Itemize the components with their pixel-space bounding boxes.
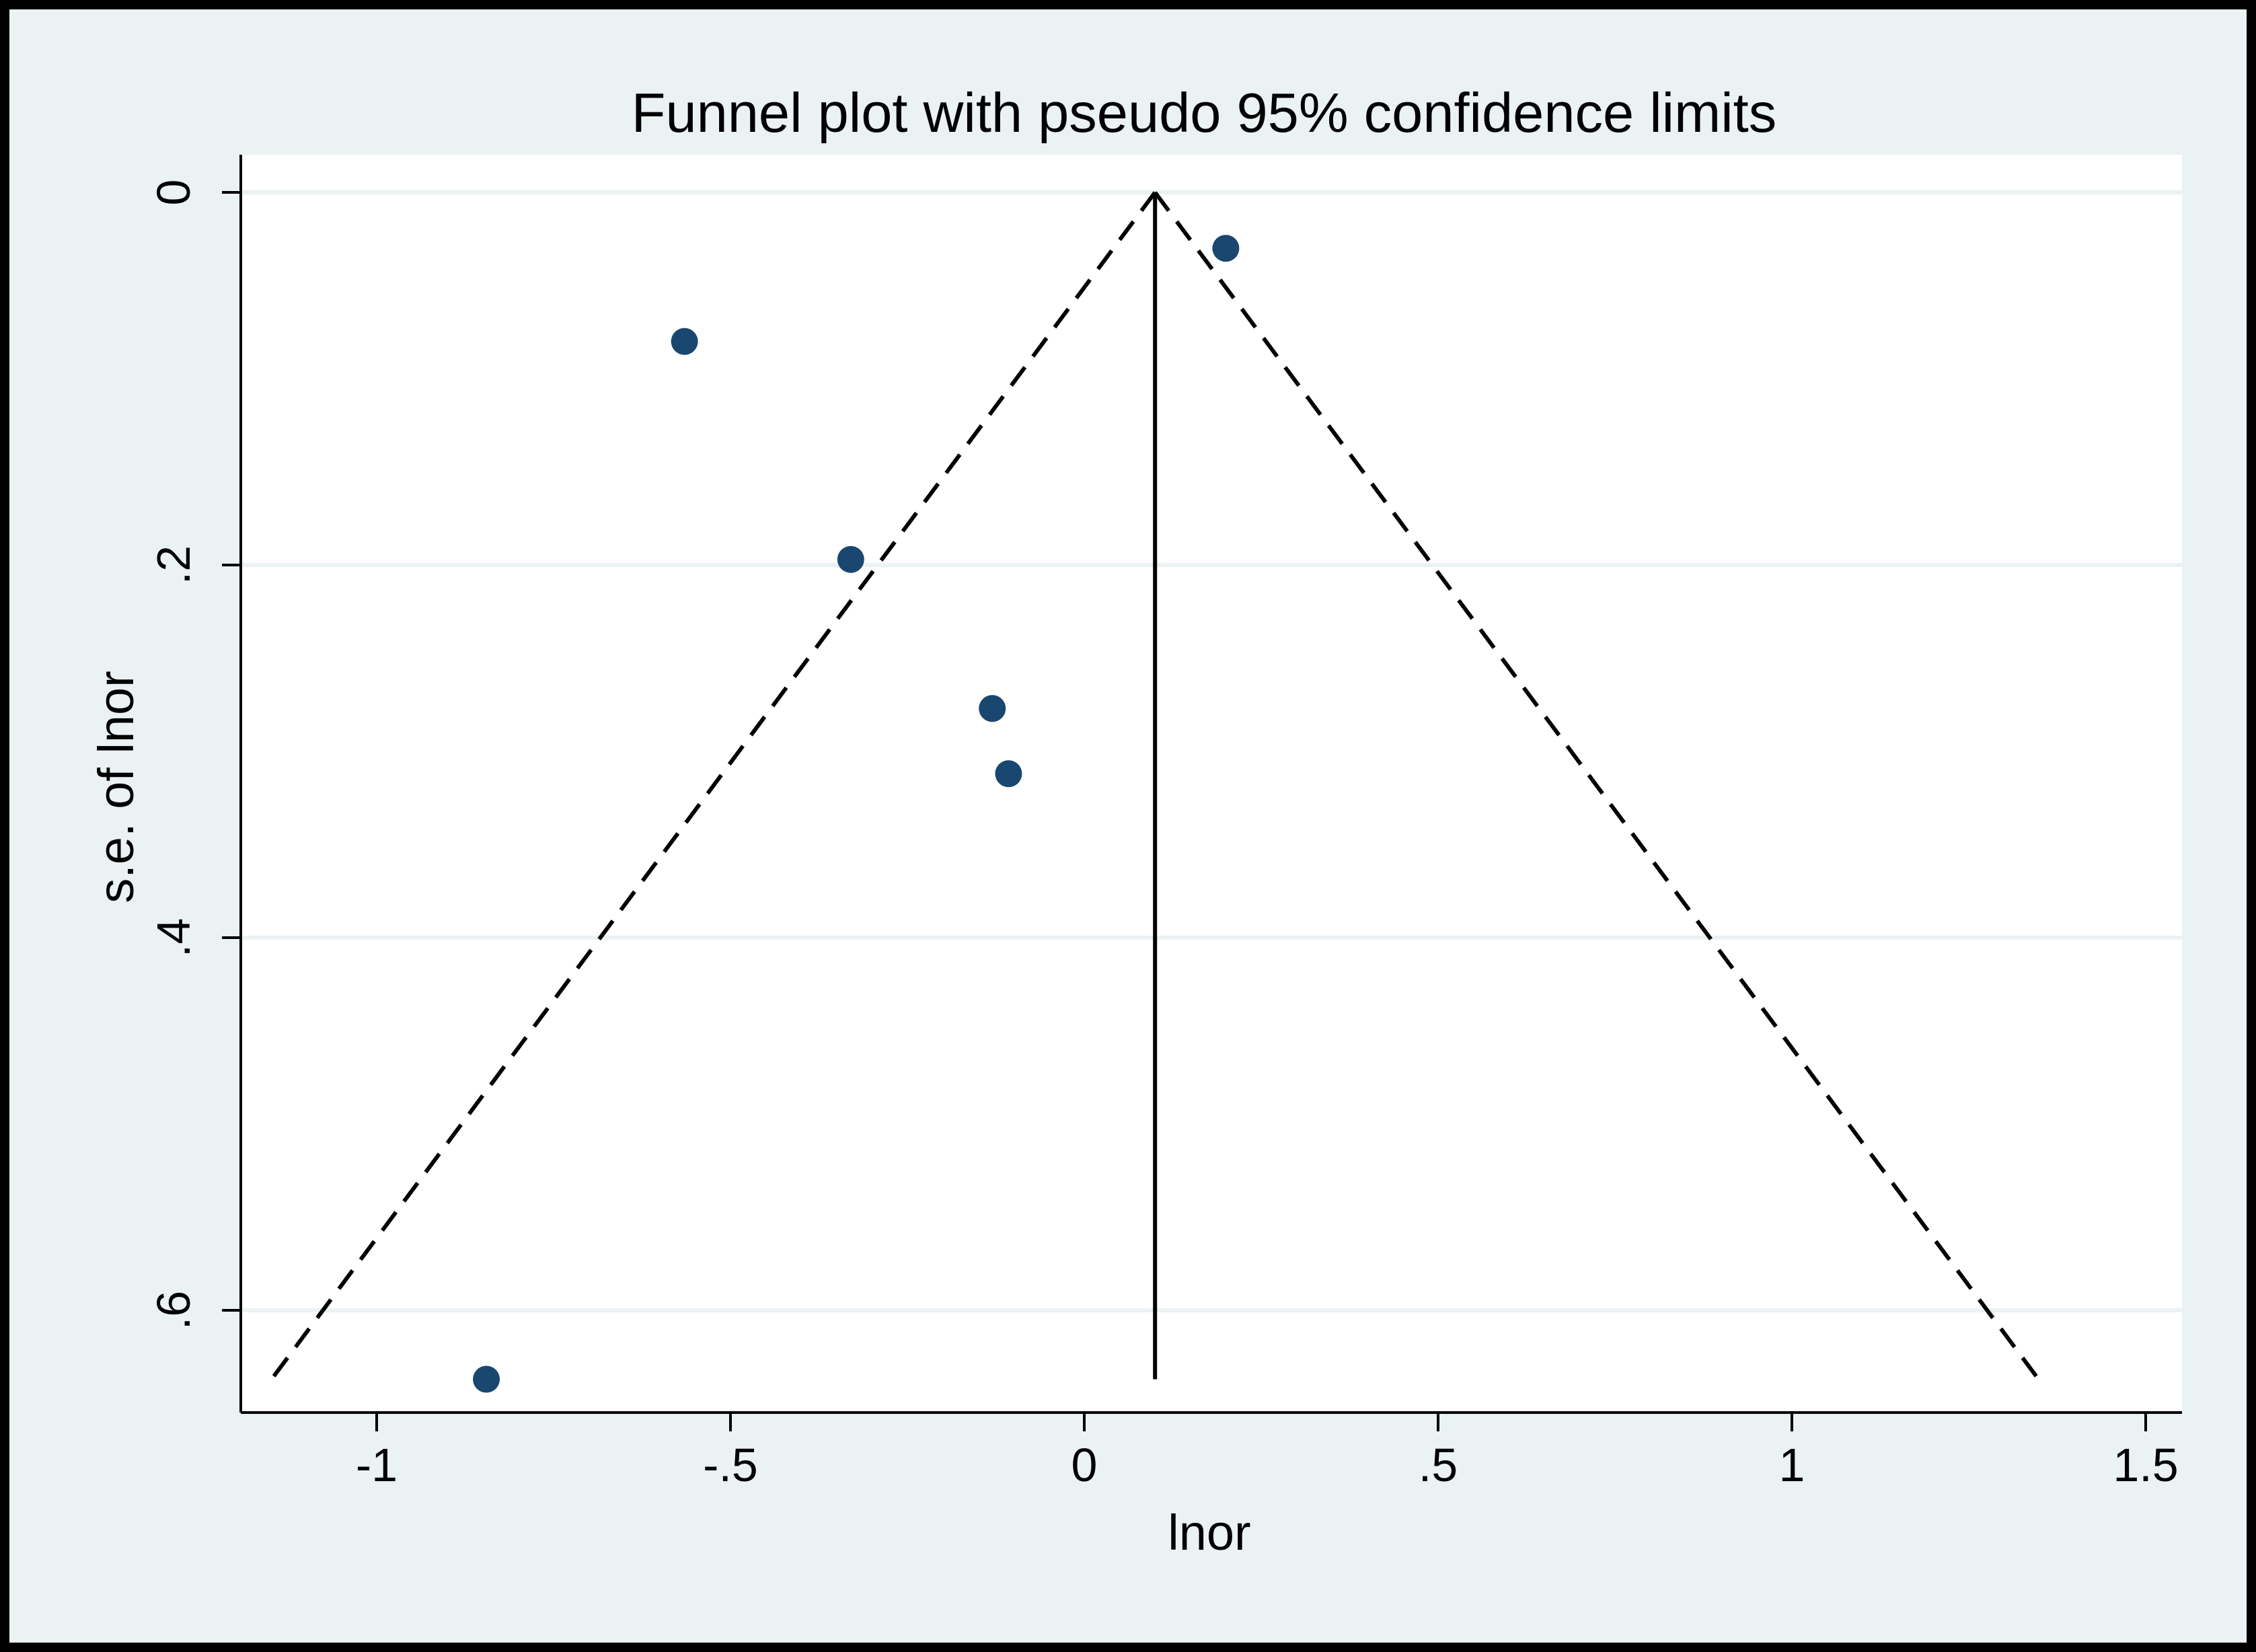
y-axis-ticks: 0 .2 .4 .6 bbox=[147, 180, 241, 1330]
x-tick-label-1: -.5 bbox=[703, 1439, 758, 1491]
x-axis-label: lnor bbox=[1168, 1505, 1250, 1561]
lower-confidence-limit-line bbox=[270, 191, 1157, 1381]
upper-confidence-limit-line bbox=[1153, 191, 2041, 1381]
x-tick-label-4: 1 bbox=[1779, 1439, 1805, 1491]
data-points bbox=[473, 235, 1240, 1393]
data-point-2 bbox=[671, 328, 698, 355]
gridlines bbox=[241, 190, 2182, 1312]
y-tick-label-2: .4 bbox=[147, 918, 200, 957]
x-axis-ticks: -1 -.5 0 .5 1 1.5 bbox=[356, 1413, 2179, 1491]
data-point-3 bbox=[837, 546, 864, 573]
y-tick-label-0: 0 bbox=[147, 180, 200, 206]
y-tick-label-1: .2 bbox=[147, 546, 200, 585]
data-point-1 bbox=[1212, 235, 1240, 262]
chart-title: Funnel plot with pseudo 95% confidence l… bbox=[632, 81, 1776, 144]
axes bbox=[239, 155, 2182, 1414]
y-tick-label-3: .6 bbox=[147, 1291, 200, 1330]
data-point-4 bbox=[979, 695, 1006, 722]
x-tick-label-3: .5 bbox=[1419, 1439, 1458, 1491]
plot-area bbox=[241, 155, 2182, 1413]
x-tick-label-5: 1.5 bbox=[2113, 1439, 2178, 1491]
data-point-6 bbox=[473, 1365, 500, 1393]
data-point-5 bbox=[995, 760, 1022, 788]
y-axis-label: s.e. of lnor bbox=[88, 671, 144, 903]
x-tick-label-0: -1 bbox=[356, 1439, 398, 1491]
funnel-lines bbox=[270, 191, 2041, 1381]
x-tick-label-2: 0 bbox=[1071, 1439, 1098, 1491]
